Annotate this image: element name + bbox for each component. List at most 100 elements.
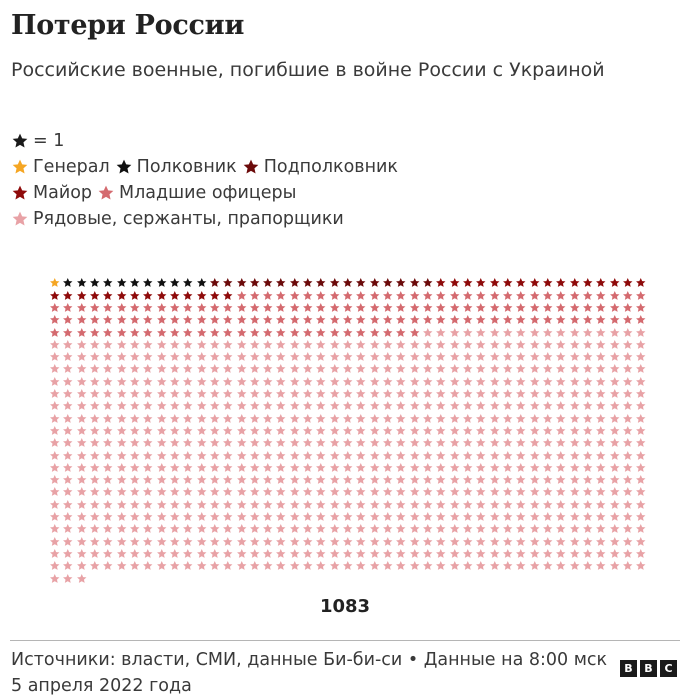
star-icon (288, 523, 301, 535)
star-icon (341, 425, 354, 437)
star-icon (514, 461, 527, 473)
star-icon (501, 326, 514, 338)
star-icon (341, 437, 354, 449)
star-icon (75, 277, 88, 289)
star-icon (488, 498, 501, 510)
star-icon (315, 498, 328, 510)
star-icon (88, 326, 101, 338)
legend-label: Подполковник (263, 157, 398, 177)
star-icon (195, 277, 208, 289)
star-icon (341, 338, 354, 350)
star-icon (115, 351, 128, 363)
star-icon (355, 412, 368, 424)
star-icon (608, 375, 621, 387)
star-icon (541, 461, 554, 473)
star-icon (381, 523, 394, 535)
star-icon (248, 400, 261, 412)
star-icon (501, 548, 514, 560)
star-icon (621, 388, 634, 400)
star-icon (594, 289, 607, 301)
star-icon (288, 498, 301, 510)
bbc-logo-letter: B (640, 660, 657, 677)
total-count: 1083 (319, 596, 371, 617)
star-icon (208, 412, 221, 424)
star-icon (501, 289, 514, 301)
star-icon (621, 289, 634, 301)
legend-label: Генерал (33, 157, 110, 177)
star-icon (568, 338, 581, 350)
star-icon (261, 425, 274, 437)
legend-row-2: Майор Младшие офицеры (11, 180, 403, 206)
star-icon (61, 560, 74, 572)
star-icon (448, 338, 461, 350)
star-icon (528, 486, 541, 498)
star-icon (341, 523, 354, 535)
star-icon (501, 486, 514, 498)
star-icon (608, 326, 621, 338)
star-icon (568, 400, 581, 412)
star-icon (288, 338, 301, 350)
star-icon (581, 326, 594, 338)
chart-subtitle: Российские военные, погибшие в войне Рос… (11, 59, 605, 81)
star-icon (195, 351, 208, 363)
star-icon (341, 363, 354, 375)
star-icon (75, 412, 88, 424)
star-icon (301, 277, 314, 289)
star-icon (514, 388, 527, 400)
star-icon (355, 437, 368, 449)
star-icon (341, 375, 354, 387)
star-icon (155, 412, 168, 424)
star-icon (128, 338, 141, 350)
star-icon (315, 425, 328, 437)
star-icon (115, 449, 128, 461)
star-icon (141, 314, 154, 326)
star-icon (141, 400, 154, 412)
star-icon (195, 314, 208, 326)
star-icon (461, 351, 474, 363)
star-icon (355, 461, 368, 473)
star-icon (128, 474, 141, 486)
star-icon (541, 511, 554, 523)
star-icon (594, 535, 607, 547)
star-icon (634, 474, 647, 486)
star-icon (208, 289, 221, 301)
star-icon (248, 511, 261, 523)
star-icon (368, 523, 381, 535)
chart-title: Потери России (11, 10, 245, 41)
star-icon (288, 302, 301, 314)
star-icon (221, 277, 234, 289)
star-icon (581, 351, 594, 363)
star-icon (301, 425, 314, 437)
star-icon (75, 425, 88, 437)
star-icon (155, 437, 168, 449)
legend-item-junior-officers: Младшие офицеры (97, 180, 297, 206)
star-icon (141, 498, 154, 510)
star-icon (448, 461, 461, 473)
star-icon (541, 412, 554, 424)
star-icon (128, 560, 141, 572)
star-icon (195, 412, 208, 424)
star-icon (208, 375, 221, 387)
star-icon (461, 548, 474, 560)
star-icon (328, 523, 341, 535)
legend-item-lt-colonel: Подполковник (242, 154, 398, 180)
star-icon (395, 425, 408, 437)
star-icon (461, 314, 474, 326)
star-icon (248, 338, 261, 350)
star-icon (61, 523, 74, 535)
star-icon (128, 535, 141, 547)
star-icon (568, 363, 581, 375)
star-icon (421, 363, 434, 375)
star-icon (48, 560, 61, 572)
star-icon (48, 474, 61, 486)
star-icon (408, 351, 421, 363)
star-icon (608, 437, 621, 449)
star-icon (261, 535, 274, 547)
star-icon (528, 535, 541, 547)
star-icon (208, 498, 221, 510)
star-icon (355, 302, 368, 314)
star-icon (288, 511, 301, 523)
star-icon (48, 511, 61, 523)
star-icon (328, 511, 341, 523)
star-icon (208, 449, 221, 461)
